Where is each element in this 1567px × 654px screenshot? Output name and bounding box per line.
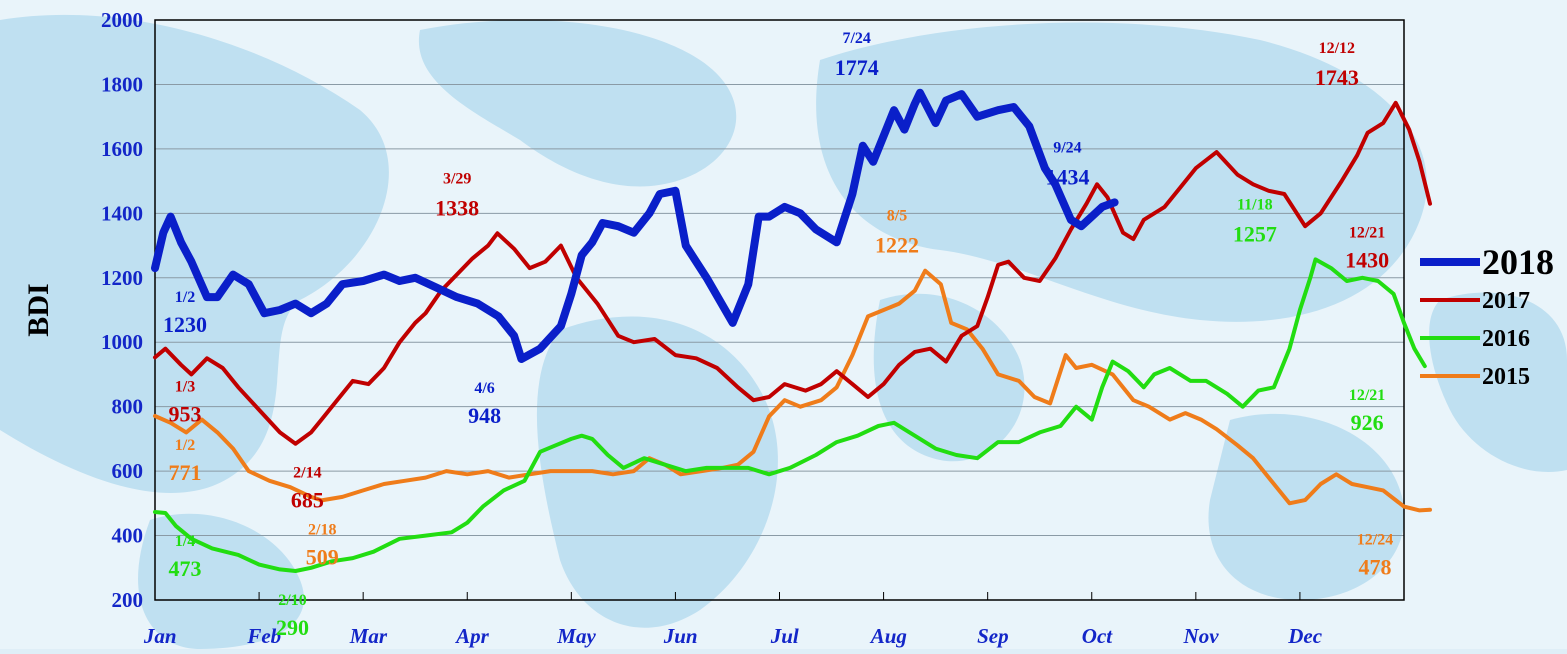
- series-line-2017: [153, 100, 1432, 446]
- y-tick-label: 400: [112, 524, 144, 548]
- annotation-value: 290: [276, 615, 309, 640]
- annotation-value: 1774: [835, 55, 879, 80]
- legend-label-2017: 2017: [1482, 288, 1530, 314]
- annotation-date: 8/5: [887, 208, 907, 225]
- annotation-date: 4/6: [474, 380, 494, 397]
- annotation-date: 2/14: [293, 465, 321, 482]
- annotation-date: 1/2: [175, 437, 195, 454]
- annotation-value: 953: [169, 401, 202, 426]
- annotation-value: 473: [169, 556, 202, 581]
- annotation-date: 1/2: [175, 289, 195, 306]
- legend-label-2015: 2015: [1482, 364, 1530, 390]
- series-line-2018: [151, 88, 1119, 363]
- annotation-date: 2/10: [278, 592, 306, 609]
- y-tick-label: 1400: [101, 201, 143, 225]
- annotation-value: 1338: [435, 195, 479, 220]
- x-tick-label-apr: Apr: [454, 624, 490, 648]
- x-tick-label-dec: Dec: [1287, 624, 1322, 648]
- annotation-value: 509: [306, 544, 339, 569]
- y-tick-label: 2000: [101, 8, 143, 32]
- annotation-value: 771: [169, 460, 202, 485]
- x-tick-label-oct: Oct: [1082, 624, 1113, 648]
- y-tick-label: 200: [112, 588, 144, 612]
- y-tick-label: 1200: [101, 266, 143, 290]
- annotation-date: 12/12: [1319, 40, 1355, 57]
- y-axis-label: BDI: [22, 283, 55, 336]
- annotation-date: 11/18: [1237, 196, 1273, 213]
- annotation-date: 3/29: [443, 170, 471, 187]
- annotation-value: 1222: [875, 233, 919, 258]
- series-line-2016: [153, 257, 1427, 573]
- x-tick-label-jul: Jul: [770, 624, 799, 648]
- annotation-date: 7/24: [842, 30, 870, 47]
- x-tick-label-may: May: [556, 624, 596, 648]
- annotation-date: 2/18: [308, 521, 336, 538]
- annotation-value: 1743: [1315, 65, 1359, 90]
- annotation-value: 1257: [1233, 221, 1277, 246]
- x-tick-label-feb: Feb: [246, 624, 281, 648]
- x-tick-label-sep: Sep: [977, 624, 1009, 648]
- annotation-date: 12/21: [1349, 225, 1385, 242]
- annotation-date: 12/24: [1357, 531, 1393, 548]
- annotation-value: 926: [1351, 410, 1384, 435]
- legend-label-2018: 2018: [1482, 242, 1554, 282]
- y-tick-label: 1000: [101, 330, 143, 354]
- annotation-value: 1230: [163, 312, 207, 337]
- x-tick-label-aug: Aug: [869, 624, 907, 648]
- y-tick-label: 600: [112, 459, 144, 483]
- annotation-date: 1/3: [175, 378, 195, 395]
- annotation-value: 1430: [1345, 248, 1389, 273]
- x-tick-label-jun: Jun: [663, 624, 698, 648]
- y-tick-label: 1800: [101, 72, 143, 96]
- annotation-date: 1/4: [175, 533, 195, 550]
- x-tick-label-jan: Jan: [143, 624, 177, 648]
- annotation-value: 685: [291, 488, 324, 513]
- annotation-date: 12/21: [1349, 387, 1385, 404]
- x-tick-label-nov: Nov: [1183, 624, 1220, 648]
- series-line-2015: [153, 268, 1432, 513]
- annotation-date: 9/24: [1053, 139, 1081, 156]
- legend-label-2016: 2016: [1482, 326, 1530, 352]
- annotation-value: 948: [468, 403, 501, 428]
- y-tick-label: 1600: [101, 137, 143, 161]
- annotation-value: 478: [1359, 554, 1392, 579]
- annotation-value: 1434: [1045, 164, 1089, 189]
- y-tick-label: 800: [112, 395, 144, 419]
- x-tick-label-mar: Mar: [349, 624, 388, 648]
